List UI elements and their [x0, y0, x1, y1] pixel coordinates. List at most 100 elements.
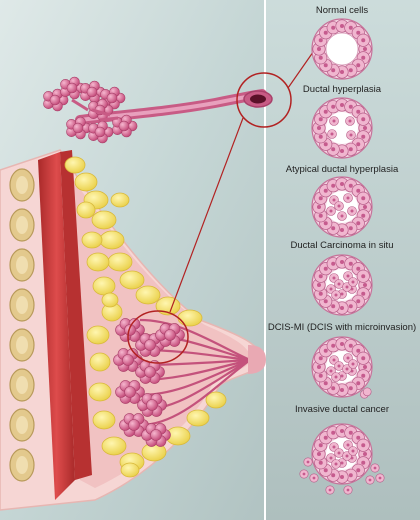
fat-lobule — [107, 252, 133, 272]
cell-nucleus — [332, 358, 336, 362]
cell-nucleus — [340, 306, 344, 310]
stage-dcis-mi: DCIS-MI (DCIS with microinvasion) — [268, 322, 416, 399]
cell-nucleus — [317, 452, 321, 456]
cell-nucleus — [340, 461, 344, 465]
cell-nucleus — [329, 287, 333, 291]
milk-duct — [139, 358, 251, 397]
top-lobule — [118, 120, 130, 132]
cell-nucleus — [348, 386, 353, 391]
fat-lobule — [135, 285, 161, 305]
stage-label: Normal cells — [316, 5, 369, 16]
cell-nucleus — [356, 381, 361, 386]
cell-nucleus — [340, 429, 344, 433]
cell-nucleus — [318, 373, 323, 378]
stage-label: Atypical ductal hyperplasia — [286, 164, 399, 175]
breast-lobules — [113, 318, 185, 447]
cell-nucleus — [340, 24, 344, 28]
fat-lobule — [177, 309, 203, 327]
fat-lobule — [86, 252, 110, 272]
stage-normal: Normal cells — [311, 5, 373, 80]
duct-lumen-open — [325, 32, 359, 66]
cell-nucleus — [302, 472, 306, 476]
cell-nucleus — [356, 188, 361, 193]
cell-nucleus — [334, 293, 338, 297]
top-lobule — [94, 126, 106, 138]
breast-lobule — [164, 329, 176, 341]
cell-nucleus — [323, 221, 328, 226]
cell-nucleus — [318, 291, 323, 296]
cell-nucleus — [332, 119, 336, 123]
cell-nucleus — [312, 476, 316, 480]
fat-lobule — [101, 436, 127, 456]
cell-nucleus — [318, 38, 323, 43]
cell-nucleus — [345, 454, 349, 458]
rib-core — [16, 296, 28, 314]
rib-core — [16, 216, 28, 234]
lobule-branch — [91, 108, 111, 117]
cell-nucleus — [318, 196, 323, 201]
rib-core — [16, 336, 28, 354]
cell-nucleus — [348, 183, 353, 188]
cell-nucleus — [330, 132, 334, 136]
cell-nucleus — [317, 126, 321, 130]
cell-nucleus — [331, 261, 336, 266]
cell-nucleus — [318, 274, 323, 279]
cell-nucleus — [356, 63, 361, 68]
top-lobule-cluster — [43, 76, 138, 144]
cell-nucleus — [356, 109, 361, 114]
cell-nucleus — [337, 204, 341, 208]
cell-nucleus — [323, 348, 328, 353]
cell-nucleus — [337, 282, 341, 286]
cell-nucleus — [318, 55, 323, 60]
breast-lobule — [144, 366, 156, 378]
cell-nucleus — [363, 47, 367, 51]
cell-nucleus — [361, 274, 366, 279]
lobule-branch — [99, 116, 119, 122]
cell-nucleus — [346, 356, 350, 360]
cell-nucleus — [329, 369, 333, 373]
cell-nucleus — [323, 381, 328, 386]
nipple — [248, 345, 266, 374]
stage-label: DCIS-MI (DCIS with microinvasion) — [268, 322, 416, 333]
rib-core — [16, 456, 28, 474]
cell-nucleus — [356, 299, 361, 304]
cell-nucleus — [361, 356, 366, 361]
top-lobule — [86, 86, 98, 98]
cell-nucleus — [356, 435, 361, 440]
fat-lobule — [91, 210, 117, 230]
cell-nucleus — [361, 196, 366, 201]
breast-lobule — [146, 399, 158, 411]
cell-nucleus — [350, 209, 354, 213]
cell-nucleus — [318, 356, 323, 361]
cell-nucleus — [346, 196, 350, 200]
fat-lobule — [76, 201, 96, 219]
cell-nucleus — [348, 261, 353, 266]
callout-circle-lobule — [127, 310, 189, 364]
cell-nucleus — [351, 362, 355, 366]
fat-lobule — [101, 292, 119, 308]
cell-nucleus — [323, 299, 328, 304]
fat-lobule — [120, 462, 140, 478]
cell-nucleus — [337, 451, 341, 455]
cell-nucleus — [361, 460, 366, 465]
stage-label: Ductal Carcinoma in situ — [291, 240, 394, 251]
cell-nucleus — [318, 460, 323, 465]
breast-lobule — [122, 354, 134, 366]
pectoral-muscle-inner — [60, 150, 92, 480]
cell-nucleus — [348, 147, 353, 152]
cell-nucleus — [361, 213, 366, 218]
cell-nucleus — [361, 117, 366, 122]
cell-nucleus — [356, 221, 361, 226]
top-lobule — [49, 94, 61, 106]
cell-nucleus — [363, 283, 367, 287]
cell-nucleus — [351, 280, 355, 284]
fat-lobule — [186, 409, 210, 427]
cell-nucleus — [348, 25, 353, 30]
cell-nucleus — [348, 119, 352, 123]
cell-nucleus — [317, 205, 321, 209]
cell-nucleus — [328, 488, 332, 492]
cell-nucleus — [361, 134, 366, 139]
cell-nucleus — [323, 109, 328, 114]
cell-nucleus — [346, 274, 350, 278]
breast-lobule — [144, 339, 156, 351]
